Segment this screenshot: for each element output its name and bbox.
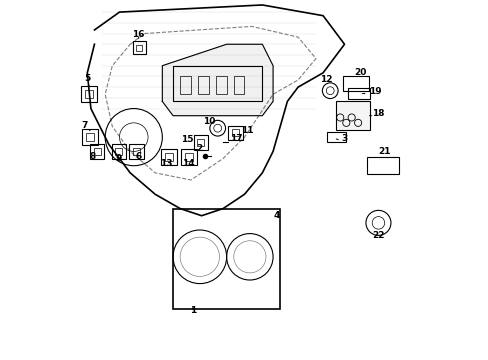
- Bar: [86, 133, 94, 141]
- Bar: [129, 144, 143, 158]
- Text: 13: 13: [160, 159, 172, 168]
- Bar: [94, 148, 101, 155]
- Text: 19: 19: [368, 86, 381, 95]
- Bar: [85, 90, 93, 98]
- Bar: [173, 66, 262, 102]
- Bar: [132, 41, 145, 54]
- Bar: [347, 88, 369, 99]
- Text: 20: 20: [354, 68, 366, 77]
- Bar: [193, 135, 207, 150]
- Bar: [181, 149, 197, 165]
- Bar: [185, 153, 193, 161]
- Bar: [216, 76, 226, 94]
- Text: 12: 12: [319, 76, 331, 85]
- Bar: [90, 144, 104, 158]
- Bar: [197, 139, 204, 146]
- Text: 17: 17: [230, 134, 243, 143]
- Bar: [366, 157, 398, 174]
- Bar: [231, 129, 239, 136]
- Bar: [335, 102, 369, 130]
- Text: 5: 5: [84, 74, 91, 86]
- Text: 3: 3: [341, 134, 347, 143]
- Bar: [133, 148, 140, 155]
- Bar: [111, 144, 125, 158]
- Bar: [161, 149, 176, 165]
- Text: 8: 8: [89, 152, 96, 161]
- Text: 18: 18: [372, 109, 384, 118]
- Bar: [233, 76, 244, 94]
- Bar: [228, 126, 242, 140]
- Text: 4: 4: [273, 211, 279, 220]
- Text: 2: 2: [196, 144, 203, 153]
- Text: 9: 9: [115, 154, 122, 163]
- Polygon shape: [162, 44, 272, 116]
- Bar: [115, 148, 122, 155]
- Bar: [81, 86, 97, 102]
- Text: 7: 7: [81, 121, 87, 130]
- Bar: [173, 208, 280, 309]
- Text: 22: 22: [371, 231, 384, 240]
- Bar: [82, 129, 98, 145]
- Text: 14: 14: [182, 159, 194, 168]
- Text: 21: 21: [378, 147, 390, 156]
- Text: 11: 11: [241, 126, 253, 135]
- Text: 1: 1: [189, 306, 195, 315]
- Bar: [326, 132, 345, 142]
- Text: 6: 6: [136, 152, 142, 161]
- Text: 10: 10: [202, 117, 215, 126]
- Text: 15: 15: [181, 135, 193, 144]
- Bar: [180, 76, 190, 94]
- Text: 16: 16: [132, 30, 144, 39]
- Bar: [164, 153, 172, 161]
- Bar: [198, 76, 208, 94]
- Bar: [342, 76, 368, 91]
- Bar: [136, 45, 142, 51]
